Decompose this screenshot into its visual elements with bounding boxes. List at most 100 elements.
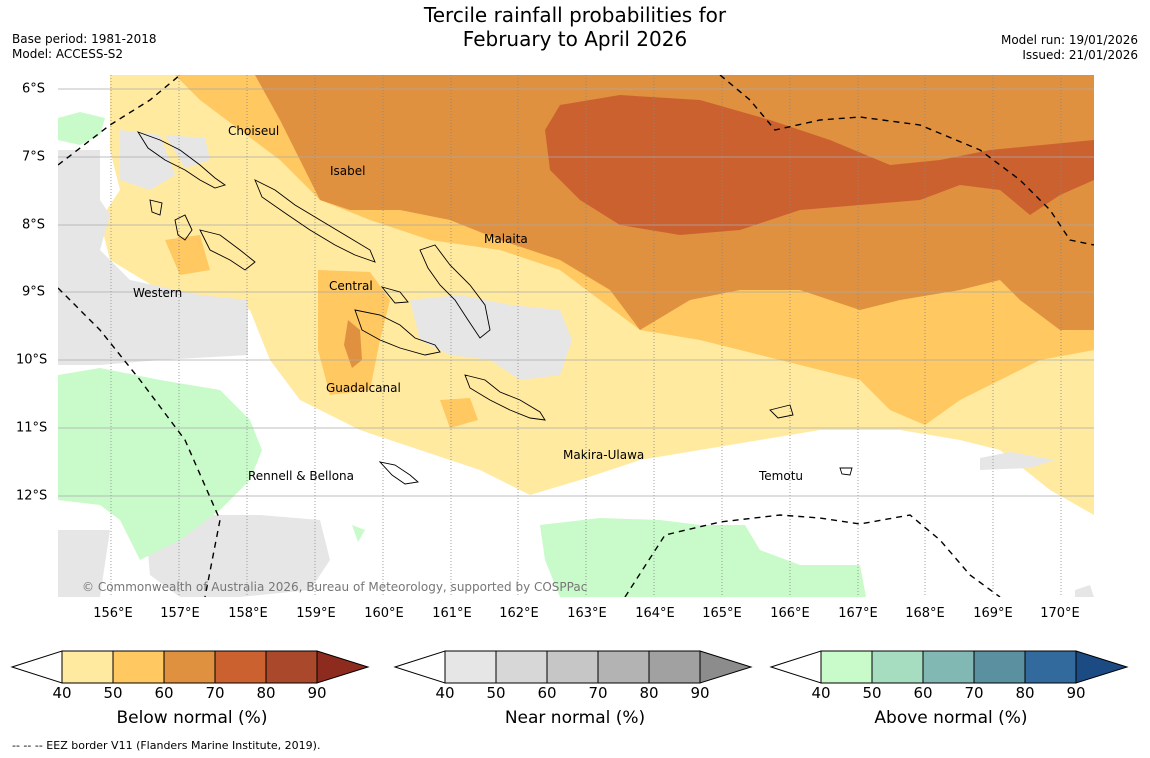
near-swatch-70	[597, 650, 650, 684]
colorbar-near	[393, 650, 753, 684]
above-swatch-70	[973, 650, 1026, 684]
near-swatch-50	[495, 650, 548, 684]
lon-label: 161°E	[432, 606, 472, 621]
lat-label: 12°S	[16, 488, 48, 504]
legend-tick: 80	[256, 684, 276, 702]
near-40-south3	[1075, 585, 1094, 597]
above-swatch-50	[871, 650, 924, 684]
near-40-south2	[145, 515, 330, 597]
legend-tick: 60	[537, 684, 557, 702]
above-40-sw	[58, 368, 262, 560]
region-label-makira-ulawa: Makira-Ulawa	[563, 448, 645, 462]
near-swatch-80	[648, 650, 701, 684]
legend-tick: 40	[52, 684, 72, 702]
legend-tick: 60	[154, 684, 174, 702]
map-field	[58, 75, 1094, 597]
issued-date: Issued: 21/01/2026	[1022, 48, 1138, 62]
legend-tick: 50	[862, 684, 882, 702]
legend-tick: 60	[913, 684, 933, 702]
region-label-rennell-bellona: Rennell & Bellona	[248, 469, 355, 483]
eez-border	[58, 75, 1094, 597]
map-title: Tercile rainfall probabilities for Febru…	[0, 3, 1150, 51]
meta-left: Base period: 1981-2018 Model: ACCESS-S2	[12, 32, 157, 62]
title-line-2: February to April 2026	[462, 27, 688, 51]
region-label-malaita: Malaita	[484, 232, 528, 246]
near-40-north2	[165, 135, 210, 168]
lon-label: 170°E	[1040, 606, 1080, 621]
legend-tick: 40	[435, 684, 455, 702]
legend-tick: 90	[690, 684, 710, 702]
lat-label: 8°S	[22, 217, 46, 233]
lon-label: 163°E	[567, 606, 607, 621]
eez-footnote: -- -- -- EEZ border V11 (Flanders Marine…	[12, 739, 321, 752]
lat-label: 6°S	[22, 81, 46, 97]
near-40-west	[58, 150, 248, 365]
lat-label: 9°S	[22, 284, 46, 300]
lon-label: 167°E	[838, 606, 878, 621]
legend-tick: 80	[639, 684, 659, 702]
lon-label: 160°E	[364, 606, 404, 621]
lon-label: 162°E	[499, 606, 539, 621]
near-40-east	[980, 452, 1055, 470]
lon-label: 165°E	[702, 606, 742, 621]
region-label-isabel: Isabel	[330, 164, 366, 178]
parallels	[58, 88, 1094, 497]
above-swatch-90	[1075, 650, 1129, 684]
lon-label: 156°E	[93, 606, 133, 621]
above-40-small	[352, 525, 365, 542]
region-label-guadalcanal: Guadalcanal	[326, 381, 401, 395]
near-swatch-60	[546, 650, 599, 684]
region-label-choiseul: Choiseul	[228, 124, 280, 138]
above-swatch-40	[820, 650, 873, 684]
legend-tick: 50	[103, 684, 123, 702]
below-swatch-40	[61, 650, 114, 684]
legend-tick: 90	[307, 684, 327, 702]
legend-tick: 50	[486, 684, 506, 702]
title-line-1: Tercile rainfall probabilities for	[423, 3, 727, 27]
below-swatch-60	[163, 650, 216, 684]
below-50-makira	[440, 398, 478, 428]
lon-label: 166°E	[770, 606, 810, 621]
near-40-north	[120, 130, 175, 190]
lat-label: 7°S	[22, 149, 46, 165]
lon-label: 169°E	[973, 606, 1013, 621]
colorbar-below	[10, 650, 370, 684]
above-swatch-60	[922, 650, 975, 684]
legend-tick: 70	[205, 684, 225, 702]
legend-tick: 70	[964, 684, 984, 702]
near-swatch-40	[444, 650, 497, 684]
lon-label: 157°E	[160, 606, 200, 621]
meta-right: Model run: 19/01/2026 Issued: 21/01/2026	[1001, 33, 1138, 63]
region-label-western: Western	[133, 286, 183, 300]
lon-label: 168°E	[905, 606, 945, 621]
legend-title: Near normal (%)	[504, 708, 646, 728]
legend-title: Below normal (%)	[116, 708, 268, 728]
near-40-south1	[58, 530, 110, 597]
legend-above: 40 50 60 70 80 90 Above normal (%)	[771, 650, 1131, 750]
below-swatch-90	[316, 650, 370, 684]
region-label-temotu: Temotu	[759, 469, 804, 483]
meridians	[110, 75, 1062, 597]
below-swatch-70	[214, 650, 267, 684]
below-70-area	[545, 95, 1094, 235]
lon-label: 158°E	[228, 606, 268, 621]
lon-label: 164°E	[635, 606, 675, 621]
lat-label: 11°S	[16, 420, 48, 436]
legend-below: 40 50 60 70 80 90 Below normal (%)	[12, 650, 372, 750]
legend-tick: 80	[1015, 684, 1035, 702]
legend-tick: 40	[811, 684, 831, 702]
below-60-guadalcanal	[344, 320, 362, 368]
model-run: Model run: 19/01/2026	[1000, 33, 1138, 47]
colorbar-above	[769, 650, 1129, 684]
region-label-central: Central	[329, 279, 373, 293]
legend-near: 40 50 60 70 80 90 Near normal (%)	[395, 650, 755, 750]
above-40-s	[540, 518, 866, 597]
below-swatch-50	[112, 650, 165, 684]
below-50-west	[165, 235, 210, 275]
above-40-nw	[58, 112, 105, 145]
above-swatch-80	[1024, 650, 1077, 684]
legend-tick: 90	[1066, 684, 1086, 702]
legend-title: Above normal (%)	[874, 708, 1028, 728]
lat-label: 10°S	[16, 352, 48, 368]
